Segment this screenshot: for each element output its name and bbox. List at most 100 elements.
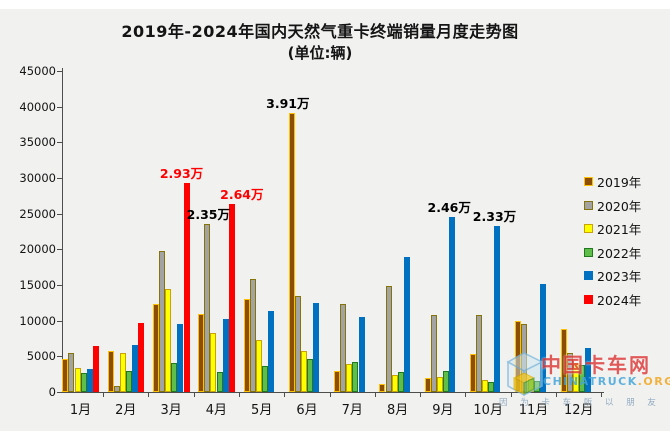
y-axis-tick: [57, 249, 62, 251]
x-axis-tick: [103, 393, 104, 397]
y-axis-line: [62, 68, 63, 392]
bar-2022-12月: [578, 364, 585, 392]
bar-2021-2月: [119, 352, 126, 392]
legend-label: 2024年: [597, 292, 642, 308]
legend-swatch-icon: [584, 200, 593, 210]
bar-2023-5月: [267, 310, 274, 392]
bar-2022-1月: [80, 372, 87, 392]
bar-2023-12月: [585, 347, 592, 392]
bar-2023-6月: [313, 302, 320, 392]
bar-2021-9月: [436, 377, 443, 392]
x-axis-tick: [465, 393, 467, 397]
bar-2019-9月: [424, 377, 431, 392]
bar-2021-4月: [210, 332, 217, 392]
watermark-brand-text: 中国卡车网: [541, 353, 651, 377]
bar-2022-7月: [352, 362, 359, 392]
bar-2019-5月: [243, 299, 250, 392]
x-axis-tick: [238, 393, 240, 397]
bar-2019-2月: [107, 351, 114, 392]
y-axis-tick: [57, 213, 62, 215]
legend-label: 2022年: [597, 245, 642, 261]
legend-label: 2019年: [597, 175, 642, 191]
y-axis-tick-label: 30000: [19, 171, 56, 185]
data-label-3.91万: 3.91万: [266, 96, 310, 112]
legend-swatch-icon: [584, 224, 593, 234]
bar-2023-8月: [403, 257, 410, 392]
bar-2019-1月: [62, 359, 69, 392]
y-axis-tick-label: 45000: [19, 64, 56, 78]
x-axis-month-label: 4月: [205, 403, 228, 418]
y-axis-tick: [57, 178, 62, 179]
bar-2022-2月: [125, 370, 132, 392]
x-axis-tick: [148, 393, 150, 397]
x-axis-tick: [420, 393, 422, 397]
x-axis-tick: [329, 393, 331, 397]
legend: 2019年 2020年 2021年 2022年 2023年 2024年: [584, 170, 641, 311]
bar-2024-2月: [138, 322, 145, 392]
bar-2020-1月: [68, 353, 75, 392]
legend-item-2019: 2019年: [584, 170, 641, 194]
bar-2021-10月: [482, 379, 489, 392]
data-label-2.33万: 2.33万: [472, 208, 517, 224]
bar-2022-9月: [443, 371, 450, 392]
bar-2023-1月: [86, 369, 93, 392]
bar-2019-6月: [288, 113, 295, 392]
bar-2019-12月: [560, 329, 567, 392]
bar-2022-3月: [171, 363, 178, 392]
legend-swatch-icon: [584, 247, 593, 257]
x-axis-month-label: 9月: [432, 403, 454, 418]
x-axis-month-label: 10月: [473, 403, 503, 418]
bar-2022-8月: [397, 372, 404, 392]
x-axis-tick: [374, 393, 376, 397]
y-axis-tick-label: 15000: [19, 278, 56, 292]
bar-2020-10月: [476, 314, 483, 392]
y-axis-tick: [57, 71, 62, 72]
x-axis-month-label: 11月: [518, 403, 549, 418]
bar-2020-3月: [159, 251, 166, 392]
bar-2021-5月: [255, 339, 262, 392]
bar-2021-11月: [527, 379, 534, 392]
bar-2024-1月: [92, 345, 99, 392]
bar-2022-11月: [533, 380, 540, 392]
bar-2023-2月: [132, 344, 139, 392]
bar-2020-9月: [430, 314, 437, 392]
x-axis-tick: [284, 393, 286, 397]
bar-2020-11月: [521, 324, 528, 392]
legend-swatch-icon: [584, 271, 593, 281]
bar-2024-4月: [228, 203, 235, 392]
x-axis-month-label: 6月: [296, 403, 318, 418]
data-label-2.46万: 2.46万: [427, 199, 471, 215]
bar-2020-12月: [566, 352, 573, 392]
x-axis-month-label: 12月: [564, 403, 594, 418]
x-axis-month-label: 7月: [341, 403, 363, 418]
y-axis-tick-label: 20000: [19, 242, 56, 257]
bar-2019-8月: [379, 384, 386, 392]
x-axis-tick: [510, 393, 512, 397]
legend-swatch-icon: [584, 294, 593, 304]
legend-item-2022: 2022年: [584, 241, 641, 265]
bar-2022-6月: [307, 359, 314, 392]
x-axis-month-label: 3月: [160, 403, 182, 418]
bar-2020-7月: [340, 304, 347, 392]
data-label-2.93万: 2.93万: [159, 165, 204, 181]
bar-2021-1月: [74, 367, 81, 392]
legend-label: 2023年: [597, 269, 642, 285]
legend-label: 2021年: [597, 222, 642, 238]
y-axis-tick-label: 5000: [26, 349, 56, 364]
bar-2022-5月: [261, 365, 268, 392]
chart-title: 2019年-2024年国内天然气重卡终端销量月度走势图: [121, 22, 519, 41]
bar-2023-7月: [358, 317, 365, 392]
bar-2020-4月: [204, 224, 211, 392]
y-axis-tick-label: 10000: [19, 313, 56, 328]
bar-2019-11月: [515, 321, 522, 392]
y-axis-tick: [57, 142, 62, 144]
bar-2021-7月: [346, 364, 353, 392]
y-axis-tick-label: 40000: [19, 99, 56, 114]
x-axis-tick: [556, 393, 557, 397]
bar-2021-12月: [572, 362, 579, 392]
watermark-domain-orange: .ORG: [637, 375, 670, 388]
bar-2022-4月: [216, 372, 223, 392]
y-axis-tick-label: 0: [48, 385, 56, 399]
bar-2023-11月: [539, 283, 546, 392]
bar-2021-3月: [165, 288, 172, 392]
